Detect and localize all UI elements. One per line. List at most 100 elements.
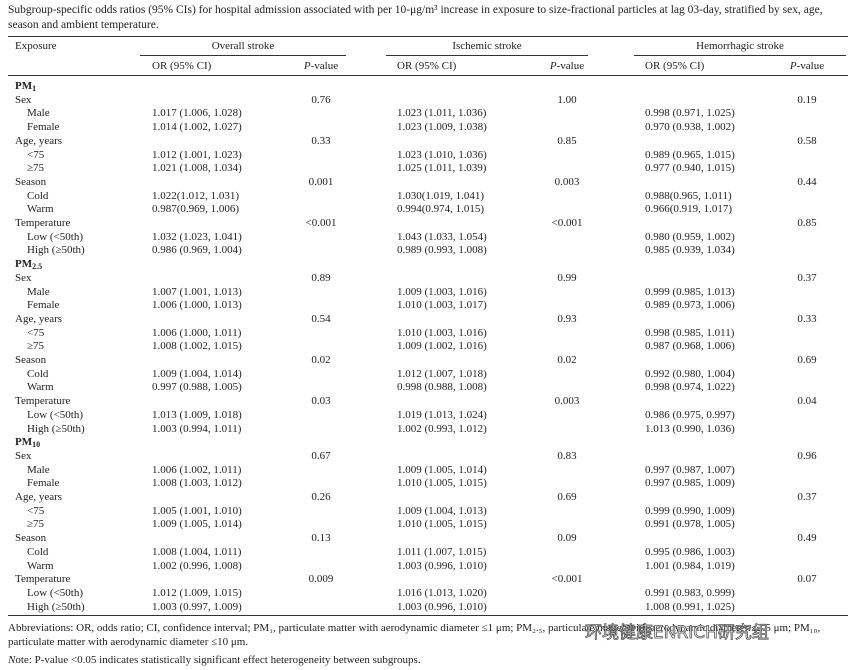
odds-ratio: 0.986 (0.969, 1.004) xyxy=(152,244,242,257)
caption: Subgroup-specific odds ratios (95% CIs) … xyxy=(8,4,823,31)
odds-ratio: 1.025 (1.011, 1.039) xyxy=(397,162,487,175)
odds-ratio: 0.988(0.965, 1.011) xyxy=(645,189,732,202)
p-value: 0.69 xyxy=(557,491,577,503)
odds-ratio: 1.009 (1.003, 1.016) xyxy=(397,285,487,298)
odds-ratio: 1.023 (1.011, 1.036) xyxy=(397,107,487,120)
odds-ratio: 1.003 (0.996, 1.010) xyxy=(397,600,487,613)
odds-ratio: 1.030(1.019, 1.041) xyxy=(397,189,485,202)
odds-ratio: 0.998 (0.971, 1.025) xyxy=(645,107,735,120)
odds-ratio: 1.019 (1.013, 1.024) xyxy=(397,408,487,421)
p-header-text: P-value xyxy=(303,60,339,72)
odds-ratio: 0.999 (0.990, 1.009) xyxy=(645,504,735,517)
group-rule xyxy=(140,55,346,56)
odds-ratio: 0.986 (0.975, 0.997) xyxy=(645,408,735,421)
odds-ratio: 0.985 (0.939, 1.034) xyxy=(645,244,735,257)
odds-ratio: 1.002 (0.996, 1.008) xyxy=(152,559,242,572)
odds-ratio: 1.006 (1.002, 1.011) xyxy=(152,463,242,476)
odds-ratio: 1.012 (1.009, 1.015) xyxy=(152,586,242,599)
odds-ratio: 0.989 (0.973, 1.006) xyxy=(645,299,735,312)
row-label: Female xyxy=(27,477,60,490)
group-label: Sex xyxy=(15,449,32,462)
odds-ratio: 0.987(0.969, 1.006) xyxy=(152,203,240,216)
row-label: Cold xyxy=(27,189,49,202)
odds-ratio: 1.032 (1.023, 1.041) xyxy=(152,230,242,243)
section-name: PM xyxy=(15,436,33,449)
odds-ratio: 1.010 (1.003, 1.016) xyxy=(397,326,487,339)
p-value: 0.19 xyxy=(797,93,817,106)
section-subscript: 1 xyxy=(32,84,37,93)
odds-ratio: 0.987 (0.968, 1.006) xyxy=(645,340,735,353)
p-value: 0.54 xyxy=(311,312,331,325)
group-rule xyxy=(634,55,846,56)
odds-ratio: 0.991 (0.983, 0.999) xyxy=(645,586,735,599)
p-header-text: P-value xyxy=(549,60,585,72)
section-label: PM10 xyxy=(15,436,40,449)
odds-ratio: 1.009 (1.004, 1.013) xyxy=(397,504,487,517)
row-label: Female xyxy=(27,299,60,312)
odds-ratio: 1.003 (0.997, 1.009) xyxy=(152,600,242,613)
p-value: 0.93 xyxy=(557,312,577,325)
p-value: 0.85 xyxy=(557,134,577,147)
row-label: ≥75 xyxy=(27,340,45,353)
p-value: <0.001 xyxy=(551,573,583,586)
odds-ratio: 1.011 (1.007, 1.015) xyxy=(397,545,487,558)
group-label: Age, years xyxy=(15,134,63,147)
section-subscript: 2.5 xyxy=(32,262,43,272)
p-value: 0.99 xyxy=(557,271,577,284)
odds-ratio: 0.966(0.919, 1.017) xyxy=(645,203,733,216)
p-value: 0.67 xyxy=(311,449,331,462)
odds-ratio: 1.023 (1.010, 1.036) xyxy=(397,148,487,161)
or-header: OR (95% CI) xyxy=(152,60,212,72)
p-value: 0.003 xyxy=(554,395,580,408)
odds-ratio: 1.006 (1.000, 1.011) xyxy=(152,326,242,339)
row-label: Male xyxy=(27,463,50,476)
odds-ratio: 0.998 (0.974, 1.022) xyxy=(645,381,735,394)
odds-ratio: 0.980 (0.959, 1.002) xyxy=(645,230,735,243)
p-header-text: P-value xyxy=(789,60,825,72)
p-value: 0.04 xyxy=(797,395,817,408)
p-value: 0.09 xyxy=(557,532,577,545)
p-value: 0.26 xyxy=(311,491,331,503)
odds-ratio: 1.023 (1.009, 1.038) xyxy=(397,121,487,134)
group-label: Age, years xyxy=(15,312,63,325)
odds-ratio: 0.998 (0.988, 1.008) xyxy=(397,381,487,394)
or-header: OR (95% CI) xyxy=(397,60,457,72)
section-name: PM xyxy=(15,258,33,271)
p-value: 0.009 xyxy=(308,573,334,586)
odds-ratio: 1.006 (1.000, 1.013) xyxy=(152,299,242,312)
p-value: 0.001 xyxy=(308,175,334,188)
odds-ratio: 1.010 (1.003, 1.017) xyxy=(397,299,487,312)
odds-ratio: 1.010 (1.005, 1.015) xyxy=(397,477,487,490)
p-value: 1.00 xyxy=(557,93,577,106)
row-label: High (≥50th) xyxy=(27,244,85,257)
note: Note: P-value <0.05 indicates statistica… xyxy=(8,653,848,667)
p-value: 0.58 xyxy=(797,134,817,147)
row-label: Warm xyxy=(27,203,54,216)
group-header: Overall stroke xyxy=(211,40,275,52)
p-value: 0.76 xyxy=(311,93,331,106)
row-label: Cold xyxy=(27,545,49,558)
p-value: 0.37 xyxy=(797,491,817,503)
section-name: PM xyxy=(15,80,33,92)
row-label: <75 xyxy=(27,504,45,517)
odds-ratio: 1.007 (1.001, 1.013) xyxy=(152,285,242,298)
p-value: 0.85 xyxy=(797,217,817,229)
p-value: 0.69 xyxy=(797,354,817,366)
odds-ratio: 1.005 (1.001, 1.010) xyxy=(152,504,242,517)
row-label: Male xyxy=(27,107,50,120)
odds-ratio: 1.016 (1.013, 1.020) xyxy=(397,586,487,599)
odds-ratio: 1.008 (1.004, 1.011) xyxy=(152,545,242,558)
row-label: High (≥50th) xyxy=(27,422,85,435)
row-label: ≥75 xyxy=(27,162,45,175)
odds-ratio: 1.010 (1.005, 1.015) xyxy=(397,518,487,531)
row-label: Female xyxy=(27,121,60,134)
section-label: PM1 xyxy=(15,80,36,93)
p-value: 0.83 xyxy=(557,449,577,462)
odds-ratio: 1.001 (0.984, 1.019) xyxy=(645,559,735,572)
odds-ratio: 1.009 (1.002, 1.016) xyxy=(397,340,487,353)
p-value: 0.37 xyxy=(797,271,817,284)
p-value: 0.33 xyxy=(797,312,817,325)
group-label: Season xyxy=(15,354,47,366)
odds-ratio: 0.970 (0.938, 1.002) xyxy=(645,121,735,134)
